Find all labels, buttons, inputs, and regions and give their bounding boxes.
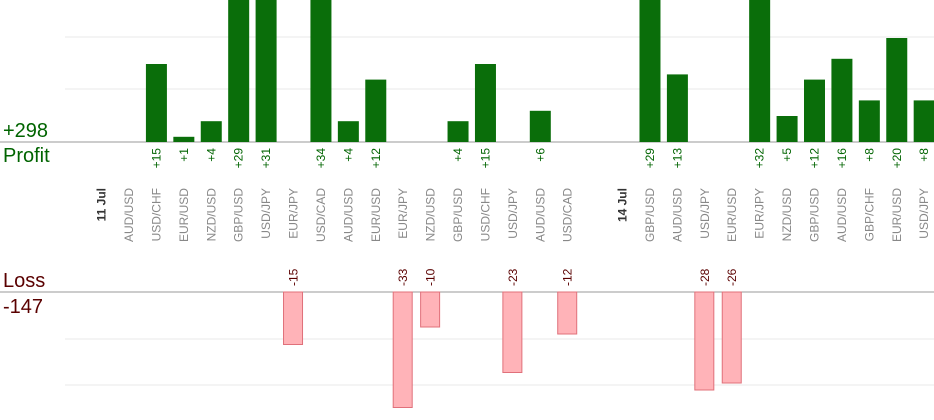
pair-tick-label: NZD/USD: [424, 188, 438, 242]
profit-value-label: +12: [808, 148, 822, 169]
profit-value-label: +29: [643, 148, 657, 169]
pair-tick-label: NZD/USD: [780, 188, 794, 242]
profit-value-label: +12: [369, 148, 383, 169]
pair-tick-label: AUD/USD: [341, 188, 355, 242]
pair-tick-label: EUR/JPY: [287, 188, 301, 239]
pair-tick-label: EUR/USD: [725, 188, 739, 242]
profit-value-label: +4: [204, 148, 218, 162]
pair-tick-label: AUD/USD: [122, 188, 136, 242]
pair-tick-label: USD/CHF: [149, 188, 163, 241]
loss-bar: [721, 291, 742, 384]
profit-value-label: +5: [780, 148, 794, 162]
profit-value-label: +31: [259, 148, 273, 169]
loss-bar: [557, 291, 578, 335]
profit-value-label: +29: [232, 148, 246, 169]
pair-tick-label: GBP/USD: [451, 188, 465, 242]
pair-tick-label: USD/CAD: [314, 188, 328, 242]
pair-tick-label: EUR/USD: [177, 188, 191, 242]
profit-bar: [228, 0, 250, 142]
pair-tick-label: USD/JPY: [698, 188, 712, 239]
loss-bar: [502, 291, 523, 373]
profit-bar: [913, 100, 934, 142]
profit-bar: [639, 0, 661, 142]
pair-tick-label: USD/CAD: [561, 188, 575, 242]
profit-value-label: +1: [177, 148, 191, 162]
pair-tick-label: EUR/USD: [890, 188, 904, 242]
loss-bar: [420, 291, 441, 328]
profit-value-label: +13: [670, 148, 684, 169]
profit-bar: [200, 121, 222, 142]
profit-value-label: +8: [917, 148, 931, 162]
profit-bar: [365, 79, 387, 142]
loss-value-label: -33: [396, 268, 410, 286]
profit-label: Profit: [3, 145, 50, 167]
profit-value-label: +8: [862, 148, 876, 162]
profit-bar: [255, 0, 277, 142]
profit-value-label: +15: [478, 148, 492, 169]
loss-value-label: -28: [698, 268, 712, 286]
pair-tick-label: GBP/USD: [232, 188, 246, 242]
profit-value-label: +20: [890, 148, 904, 169]
loss-value-label: -15: [287, 268, 301, 286]
profit-bar: [858, 100, 880, 142]
profit-total: +298: [3, 120, 49, 142]
pair-tick-label: USD/JPY: [506, 188, 520, 239]
profit-bar: [529, 110, 551, 142]
profit-bar: [886, 38, 908, 142]
pair-tick-label: GBP/USD: [643, 188, 657, 242]
loss-total: -147: [3, 296, 44, 318]
profit-bar: [310, 0, 332, 142]
profit-bar: [831, 58, 853, 142]
date-tick-label: 14 Jul: [616, 188, 630, 222]
profit-bar: [749, 0, 771, 142]
profit-value-label: +16: [835, 148, 849, 169]
profit-bar: [337, 121, 359, 142]
loss-bar: [392, 291, 413, 408]
pair-tick-label: AUD/USD: [835, 188, 849, 242]
profit-value-label: +15: [149, 148, 163, 169]
pair-tick-label: USD/JPY: [917, 188, 931, 239]
pair-tick-label: NZD/USD: [204, 188, 218, 242]
profit-bar: [145, 64, 167, 142]
profit-value-label: +6: [533, 148, 547, 162]
loss-value-label: -12: [561, 268, 575, 286]
pair-tick-label: USD/JPY: [259, 188, 273, 239]
loss-value-label: -10: [424, 268, 438, 286]
loss-value-label: -26: [725, 268, 739, 286]
profit-value-label: +34: [314, 148, 328, 169]
loss-value-label: -23: [506, 268, 520, 286]
profit-bar: [776, 116, 798, 142]
pair-tick-label: GBP/CHF: [862, 188, 876, 241]
pair-tick-label: EUR/JPY: [753, 188, 767, 239]
loss-bar: [283, 291, 304, 345]
pair-tick-label: AUD/USD: [670, 188, 684, 242]
loss-bar: [694, 291, 715, 391]
profit-bar: [173, 136, 195, 142]
pair-tick-label: EUR/JPY: [396, 188, 410, 239]
pair-tick-label: GBP/USD: [808, 188, 822, 242]
profit-bar: [804, 79, 825, 142]
pair-tick-label: EUR/USD: [369, 188, 383, 242]
date-tick-label: 11 Jul: [95, 188, 109, 221]
profit-value-label: +4: [341, 148, 355, 162]
profit-bar: [666, 74, 688, 142]
pair-tick-label: AUD/USD: [533, 188, 547, 242]
profit-value-label: +4: [451, 148, 465, 162]
profit-value-label: +32: [753, 148, 767, 169]
loss-label: Loss: [3, 270, 46, 292]
profit-bar: [474, 64, 496, 142]
pair-tick-label: USD/CHF: [478, 188, 492, 241]
profit-bar: [447, 121, 469, 142]
